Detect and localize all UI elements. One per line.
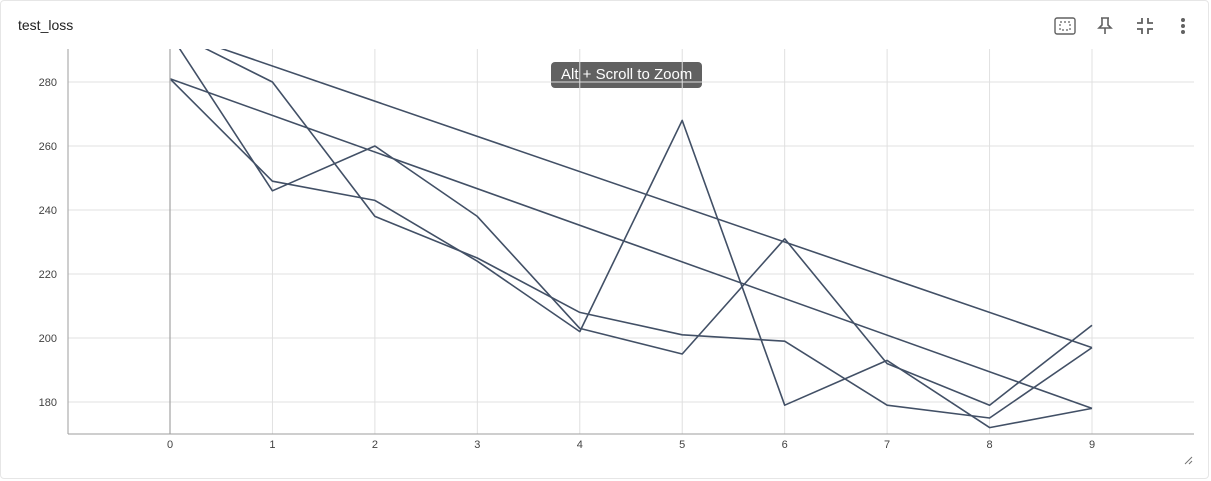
tick-labels: 0 1 2 3 4 5 6 7 8 9 180 200 220 240 260 280 bbox=[39, 77, 1095, 451]
x-tick-label: 0 bbox=[167, 439, 173, 451]
x-tick-label: 8 bbox=[986, 439, 992, 451]
x-tick-label: 6 bbox=[782, 439, 788, 451]
x-tick-label: 2 bbox=[372, 439, 378, 451]
y-tick-label: 200 bbox=[39, 333, 57, 345]
axes bbox=[67, 49, 1194, 435]
y-tick-label: 180 bbox=[39, 397, 57, 409]
series-line-4[interactable] bbox=[170, 31, 1093, 419]
resize-handle-icon bbox=[1184, 456, 1193, 465]
x-tick-label: 4 bbox=[577, 439, 583, 451]
zoom-hint-tooltip: Alt + Scroll to Zoom bbox=[551, 62, 703, 88]
data-selection-icon[interactable] bbox=[1052, 13, 1078, 39]
chart-title: test_loss bbox=[18, 17, 74, 33]
series-line-5[interactable] bbox=[170, 34, 1093, 407]
more-vert-icon[interactable] bbox=[1170, 13, 1196, 39]
x-tick-label: 3 bbox=[474, 439, 480, 451]
fullscreen-exit-icon[interactable] bbox=[1132, 13, 1158, 39]
x-tick-label: 7 bbox=[884, 439, 890, 451]
series-line-2[interactable] bbox=[169, 78, 1093, 410]
series-line-3[interactable] bbox=[169, 78, 1093, 429]
y-tick-label: 260 bbox=[39, 141, 57, 153]
x-tick-label: 5 bbox=[679, 439, 685, 451]
y-tick-label: 240 bbox=[39, 205, 57, 217]
series-lines bbox=[169, 31, 1093, 429]
grid-lines bbox=[68, 49, 1194, 434]
y-tick-label: 220 bbox=[39, 269, 57, 281]
x-tick-label: 1 bbox=[269, 439, 275, 451]
y-tick-label: 280 bbox=[39, 77, 57, 89]
x-tick-label: 9 bbox=[1089, 439, 1095, 451]
pin-icon[interactable] bbox=[1092, 13, 1118, 39]
